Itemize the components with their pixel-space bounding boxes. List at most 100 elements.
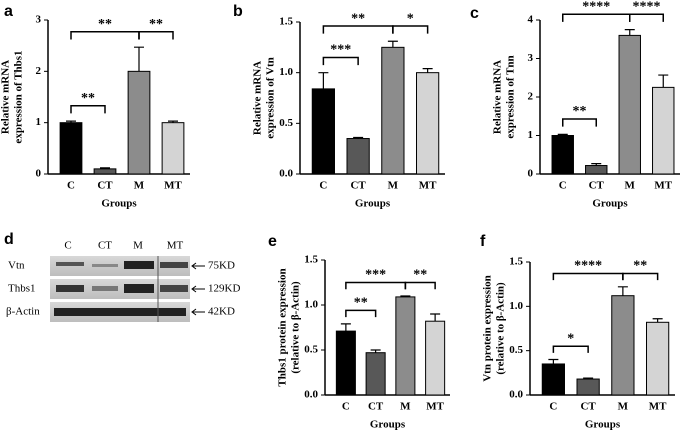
x-tick-label: C [549, 401, 557, 413]
bar [93, 168, 117, 175]
y-tick-label: 0 [36, 168, 42, 180]
error-bar [318, 72, 329, 89]
x-tick-label: CT [350, 180, 366, 192]
x-tick-label: MT [649, 401, 667, 413]
blot-arrow-head [191, 262, 197, 316]
blot-band [160, 285, 188, 292]
x-tick-label: MT [426, 401, 444, 413]
blot-column: MT [167, 240, 184, 252]
significance-bracket [70, 31, 140, 40]
blot-size: 42KD [208, 306, 235, 318]
panel-letter: c [470, 5, 479, 22]
blot-band [124, 261, 154, 269]
error-bar [652, 318, 663, 323]
y-axis-label: (relative to β-Actin) [290, 281, 302, 374]
y-tick-label: 0.0 [279, 168, 293, 180]
significance-bracket [322, 25, 394, 34]
significance-bracket [552, 272, 624, 281]
bar [395, 296, 416, 396]
y-tick-label: 2 [36, 65, 42, 77]
y-axis-label: expression of Vtn [265, 57, 277, 139]
y-tick-label: 1.0 [509, 300, 523, 312]
significance-bracket [345, 309, 377, 318]
x-tick-label: M [618, 401, 629, 413]
significance-label: ** [354, 296, 368, 311]
x-tick-label: MT [654, 180, 672, 192]
error-bar [624, 29, 635, 36]
x-axis-label: Groups [585, 419, 621, 431]
x-tick-label: C [319, 180, 327, 192]
x-tick-label: CT [97, 180, 113, 192]
bar [585, 165, 608, 175]
blot-band [124, 284, 154, 293]
significance-bracket [622, 272, 659, 281]
x-tick-label: C [67, 180, 75, 192]
bar [365, 352, 386, 396]
panel-letter: a [4, 3, 13, 20]
x-axis-label: Groups [592, 198, 628, 210]
significance-bracket [70, 104, 106, 114]
y-tick-label: 0.5 [279, 117, 293, 129]
bar [59, 122, 83, 175]
bar [551, 135, 574, 175]
x-tick-label: CT [368, 401, 384, 413]
significance-label: * [407, 11, 414, 26]
panel-letter: f [480, 233, 486, 250]
blot-column: M [133, 240, 143, 252]
error-bar [583, 377, 594, 380]
blot-row: β-Actin [6, 306, 40, 318]
y-tick-label: 3 [36, 14, 42, 26]
blot-strip [50, 256, 190, 276]
bar [425, 320, 446, 396]
bar [618, 34, 641, 175]
significance-bracket [562, 13, 631, 22]
y-axis-label: Thbs1 protein expression [277, 268, 289, 386]
panel-letter: b [233, 3, 243, 20]
error-bar [353, 136, 364, 139]
y-tick-label: 1.5 [304, 254, 318, 266]
blot-band [54, 308, 186, 316]
x-tick-label: C [342, 401, 350, 413]
significance-bracket [404, 281, 436, 290]
blot-column: CT [98, 240, 112, 252]
y-tick-label: 1.0 [279, 66, 293, 78]
significance-label: ** [573, 104, 587, 119]
x-tick-label: M [625, 180, 636, 192]
significance-bracket [392, 25, 429, 34]
error-bar [134, 46, 144, 72]
significance-label: ** [351, 11, 365, 26]
y-tick-label: 0.5 [509, 344, 523, 356]
x-tick-label: CT [580, 401, 596, 413]
x-axis-label: Groups [355, 198, 391, 210]
significance-bracket [138, 31, 174, 40]
y-tick-label: 0.5 [304, 344, 318, 356]
bar [416, 72, 440, 175]
significance-label: * [567, 331, 574, 346]
blot-row: Thbs1 [8, 283, 36, 295]
bar [381, 46, 405, 175]
significance-label: *** [365, 268, 386, 283]
error-bar [557, 133, 568, 136]
blot-band [92, 264, 118, 267]
blot-row: Vtn [8, 260, 25, 272]
significance-bracket [322, 56, 359, 66]
y-axis-label: Vtn protein expression [482, 275, 494, 382]
blot-strip [50, 279, 190, 299]
significance-label: **** [574, 259, 602, 274]
significance-label: *** [330, 43, 351, 58]
error-bar [430, 313, 441, 322]
y-tick-label: 0.0 [509, 389, 523, 401]
bar [161, 122, 185, 175]
significance-label: **** [633, 0, 661, 14]
bar [652, 86, 675, 175]
bar [335, 330, 356, 396]
significance-label: ** [81, 91, 95, 106]
y-tick-label: 1.5 [509, 256, 523, 268]
y-tick-label: 0 [528, 168, 534, 180]
significance-label: ** [149, 17, 163, 32]
error-bar [387, 40, 398, 48]
error-bar [422, 68, 433, 73]
y-tick-label: 1.0 [304, 299, 318, 311]
error-bar [400, 295, 411, 297]
error-bar [100, 167, 110, 169]
